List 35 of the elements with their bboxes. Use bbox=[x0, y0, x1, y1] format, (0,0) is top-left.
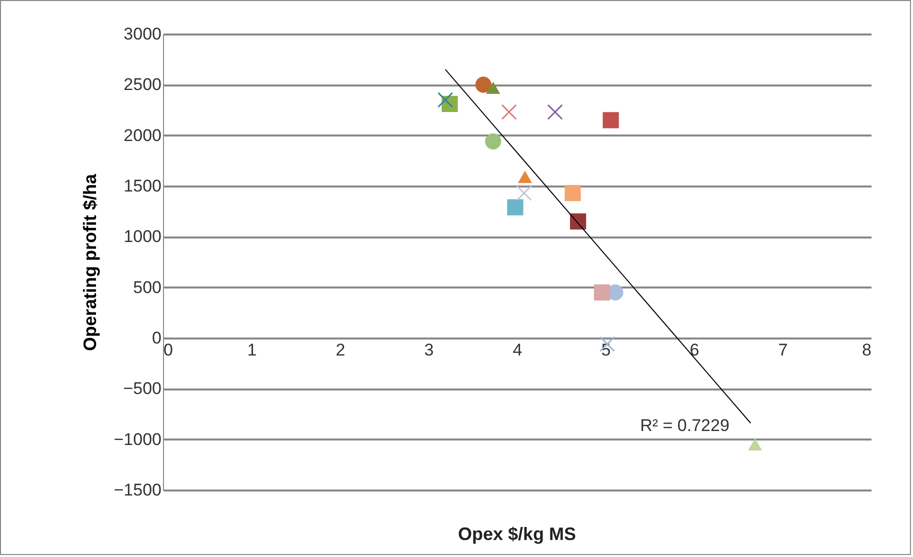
y-tick-label: 1500 bbox=[124, 176, 162, 196]
point bbox=[748, 438, 762, 451]
point bbox=[485, 133, 502, 150]
point bbox=[486, 82, 500, 94]
point bbox=[516, 185, 532, 201]
point bbox=[507, 199, 524, 216]
y-axis-title: Operating profit $/ha bbox=[80, 173, 100, 352]
y-tick-label: −1000 bbox=[114, 430, 162, 449]
point bbox=[570, 213, 586, 230]
point bbox=[564, 185, 581, 202]
y-tick-label: −1500 bbox=[114, 480, 162, 500]
x-tick-label: 7 bbox=[778, 340, 788, 360]
y-tick-label: 3000 bbox=[124, 24, 162, 44]
x-tick-label: 0 bbox=[164, 340, 173, 360]
x-tick-label: 3 bbox=[424, 340, 434, 360]
y-tick-label: 0 bbox=[152, 328, 162, 348]
y-tick-label: 2000 bbox=[124, 126, 162, 145]
y-tick-label: 500 bbox=[133, 278, 162, 297]
y-tick-label: −500 bbox=[123, 379, 162, 398]
point bbox=[437, 92, 454, 108]
x-tick-label: 6 bbox=[690, 340, 700, 360]
point bbox=[475, 76, 492, 93]
point bbox=[594, 284, 610, 300]
point bbox=[602, 112, 619, 128]
x-tick-label: 1 bbox=[247, 340, 257, 360]
point bbox=[547, 104, 563, 120]
point bbox=[501, 104, 517, 120]
annotation: R² = 0.7229 bbox=[640, 416, 730, 436]
x-tick-label: 8 bbox=[862, 340, 872, 360]
y-tick-label: 1000 bbox=[124, 227, 162, 246]
point bbox=[518, 170, 532, 184]
x-axis-title: Opex $/kg MS bbox=[458, 524, 576, 544]
x-tick-label: 2 bbox=[336, 340, 346, 360]
y-tick-label: 2500 bbox=[124, 75, 162, 94]
x-tick-label: 4 bbox=[512, 340, 522, 360]
